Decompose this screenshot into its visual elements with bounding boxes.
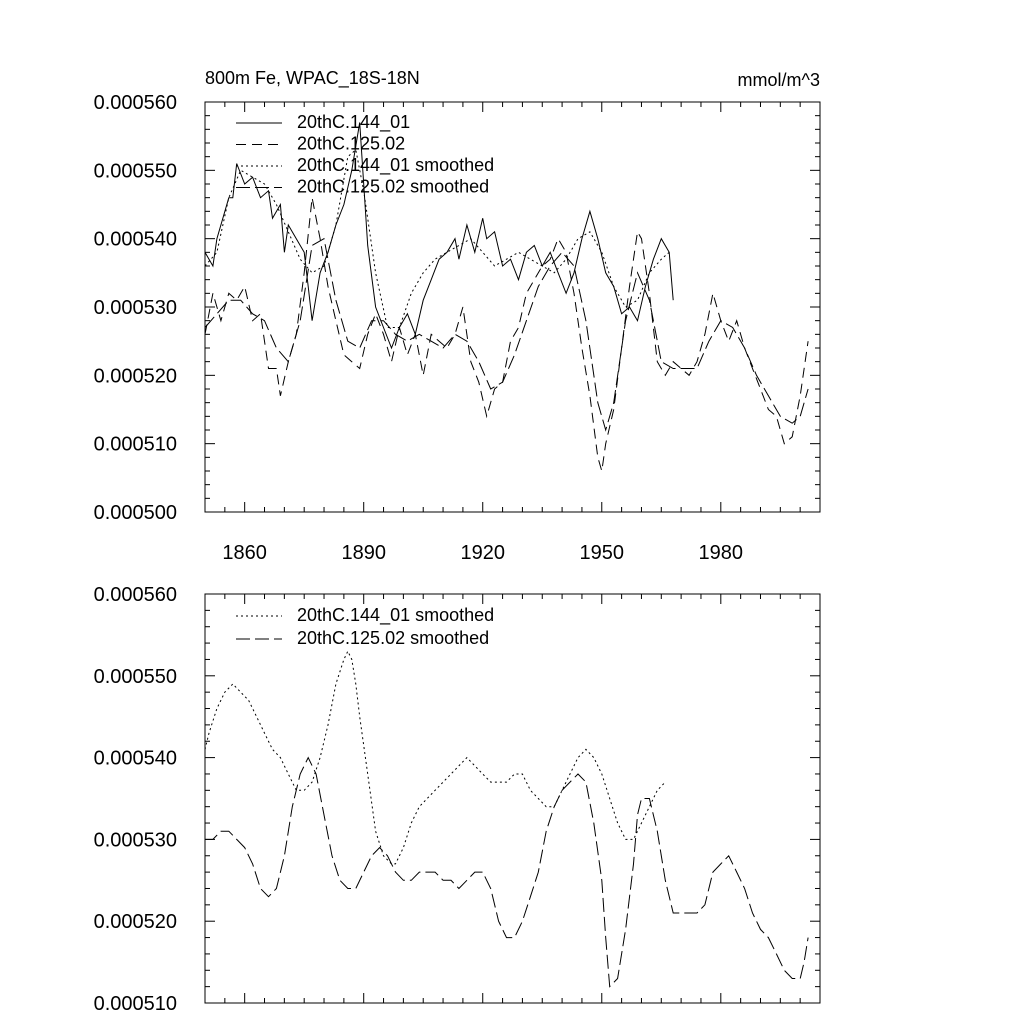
- x-tick-label: 1920: [460, 542, 505, 564]
- series-line: [204, 197, 809, 472]
- x-tick-label: 1950: [580, 542, 625, 564]
- top-panel: 800m Fe, WPAC_18S-18N mmol/m^3 0.0005000…: [94, 68, 821, 564]
- legend-label: 20thC.144_01 smoothed: [297, 155, 494, 176]
- y-tick-label: 0.000530: [94, 297, 177, 319]
- y-tick-label: 0.000510: [94, 993, 177, 1015]
- x-tick-label: 1980: [699, 542, 744, 564]
- y-tick-label: 0.000540: [94, 229, 177, 251]
- y-tick-label: 0.000520: [94, 911, 177, 933]
- top-panel-y-tick-labels: 0.000500 0.000510 0.000520 0.000530 0.000540…: [94, 92, 177, 524]
- bottom-panel-frame: [204, 593, 821, 1004]
- top-panel-title: 800m Fe, WPAC_18S-18N: [205, 68, 420, 89]
- bottom-panel-series: [204, 650, 809, 988]
- x-tick-label: 1860: [222, 542, 267, 564]
- legend-label: 20thC.125.02: [297, 134, 405, 154]
- top-panel-frame: [204, 101, 821, 513]
- y-tick-label: 0.000540: [94, 748, 177, 770]
- legend-label: 20thC.144_01: [297, 112, 410, 133]
- top-panel-units: mmol/m^3: [738, 70, 820, 90]
- top-panel-series: [204, 122, 809, 472]
- series-line: [204, 650, 666, 865]
- legend-label: 20thC.144_01 smoothed: [297, 605, 494, 626]
- bottom-panel-ticks: [205, 593, 820, 1004]
- y-tick-label: 0.000550: [94, 160, 177, 182]
- legend-label: 20thC.125.02 smoothed: [297, 628, 489, 648]
- y-tick-label: 0.000560: [94, 92, 177, 114]
- series-line: [204, 237, 809, 432]
- top-panel-x-tick-labels: 1860 1890 1920 1950 1980: [222, 542, 743, 564]
- legend-label: 20thC.125.02 smoothed: [297, 177, 489, 197]
- y-tick-label: 0.000560: [94, 584, 177, 606]
- bottom-panel-y-tick-labels: 0.000510 0.000520 0.000530 0.000540 0.000550…: [94, 584, 177, 1015]
- series-line: [204, 122, 674, 350]
- series-line: [205, 756, 809, 988]
- bottom-panel: 0.000510 0.000520 0.000530 0.000540 0.000550…: [94, 584, 821, 1015]
- y-tick-label: 0.000530: [94, 829, 177, 851]
- y-tick-label: 0.000500: [94, 502, 177, 524]
- y-tick-label: 0.000550: [94, 666, 177, 688]
- y-tick-label: 0.000510: [94, 434, 177, 456]
- y-tick-label: 0.000520: [94, 365, 177, 387]
- x-tick-label: 1890: [341, 542, 386, 564]
